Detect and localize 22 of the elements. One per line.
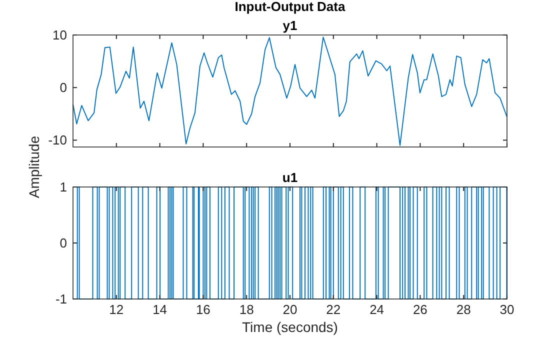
chart-subtitle: y1: [282, 18, 298, 33]
x-tick-label: 28: [456, 302, 471, 317]
x-tick-label: 30: [500, 302, 514, 317]
y-tick-label: 10: [52, 28, 67, 43]
x-axis-title: Time (seconds): [242, 319, 338, 335]
y-tick-label: 0: [60, 236, 67, 251]
y-tick-label: -10: [48, 132, 67, 148]
x-tick-label: 18: [239, 302, 254, 317]
chart-title: u1: [282, 170, 298, 185]
x-tick-label: 26: [412, 302, 428, 317]
x-tick-label: 22: [326, 302, 341, 317]
x-tick-label: 24: [370, 302, 384, 317]
x-tick-label: 12: [109, 302, 124, 317]
x-tick-label: 20: [282, 302, 298, 317]
line-series: [72, 36, 508, 146]
y-axis-title: Amplitude: [26, 136, 42, 198]
y-tick-label: 1: [60, 180, 67, 195]
y-tick-label: -1: [55, 292, 67, 307]
y-tick-label: 0: [60, 80, 67, 96]
x-tick-label: 14: [152, 302, 168, 317]
x-tick-label: 16: [196, 302, 210, 317]
chart-title: Input-Output Data: [234, 0, 346, 14]
